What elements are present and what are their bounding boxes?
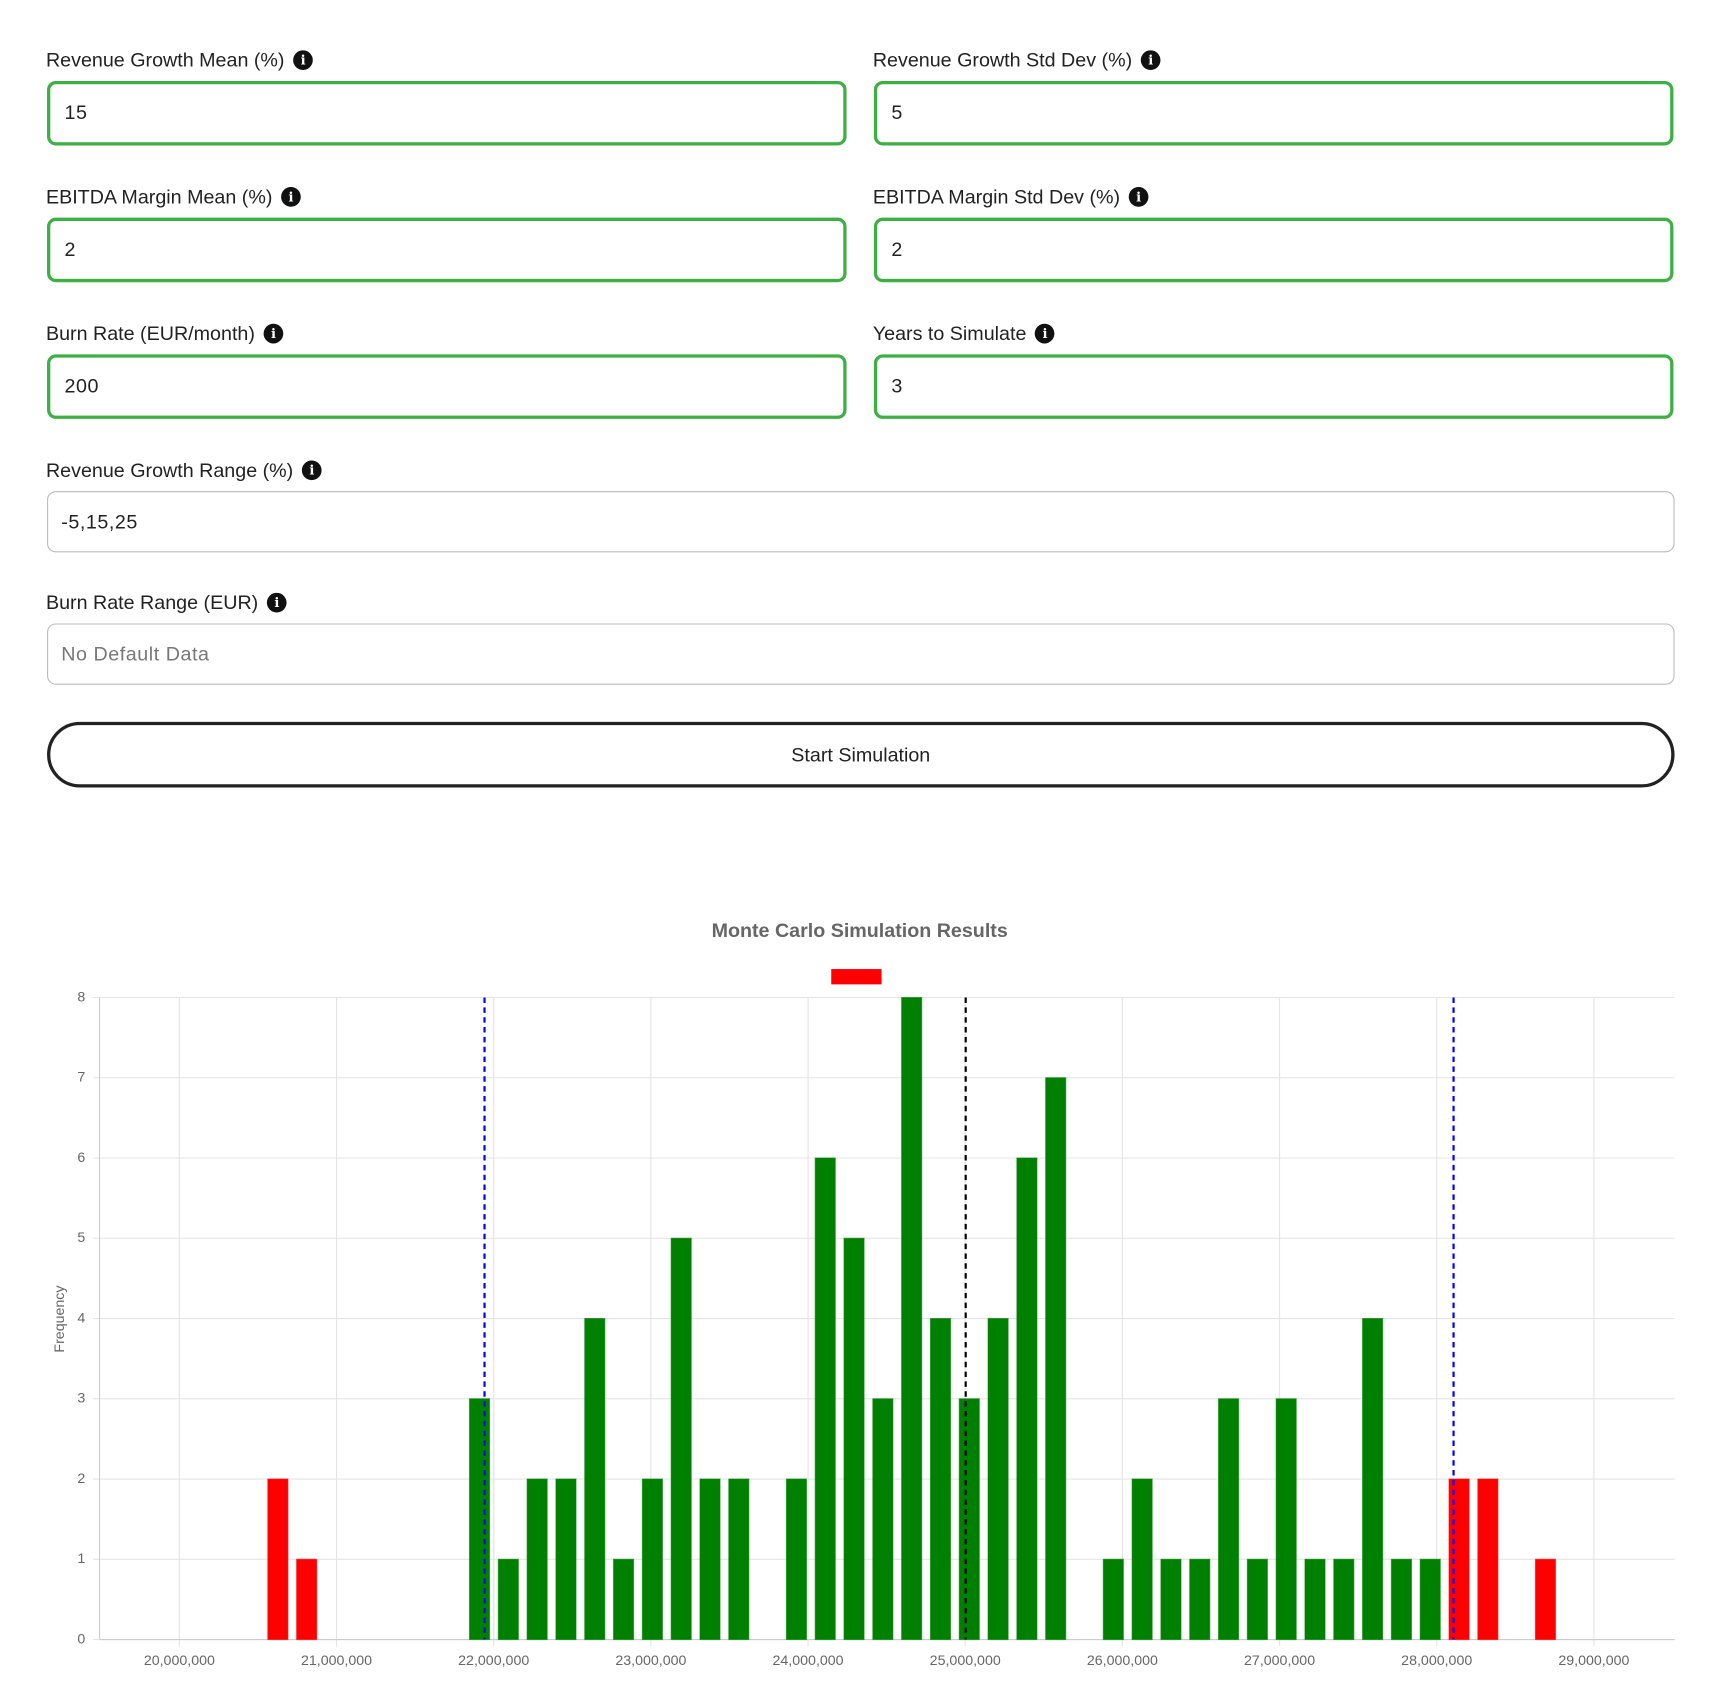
x-tick-label: 23,000,000 — [615, 1653, 686, 1669]
bar — [1419, 1558, 1441, 1641]
bar — [1217, 1398, 1240, 1641]
text-input[interactable]: 2 — [873, 217, 1674, 283]
text-input[interactable]: 5 — [873, 80, 1674, 146]
y-tick-label: 5 — [77, 1230, 85, 1246]
y-tick-label: 4 — [77, 1310, 85, 1326]
y-tick-label: 3 — [77, 1391, 85, 1407]
bar — [612, 1558, 635, 1641]
bar — [901, 996, 923, 1641]
input-value: -5,15,25 — [61, 510, 138, 533]
label-text: Revenue Growth Std Dev (%) — [872, 48, 1133, 71]
y-tick-label: 8 — [77, 989, 85, 1005]
info-icon[interactable]: i — [263, 323, 284, 344]
label-text: EBITDA Margin Std Dev (%) — [872, 185, 1121, 208]
info-icon[interactable]: i — [1128, 187, 1149, 207]
field-label: Revenue Growth Std Dev (%) i — [873, 47, 1161, 73]
bar — [670, 1237, 692, 1641]
label-text: Burn Rate (EUR/month) — [45, 322, 255, 344]
info-icon[interactable]: i — [281, 187, 301, 207]
x-tick-label: 27,000,000 — [1244, 1653, 1315, 1669]
y-tick-label: 6 — [77, 1150, 85, 1166]
bar — [1275, 1398, 1297, 1641]
label-text: Revenue Growth Range (%) — [45, 458, 294, 481]
field-label: Burn Rate Range (EUR) i — [46, 590, 287, 616]
legend-swatch[interactable] — [831, 969, 882, 985]
start-button[interactable]: Start Simulation — [47, 721, 1675, 788]
bar — [1304, 1558, 1326, 1641]
text-input[interactable]: -5,15,25 — [47, 491, 1675, 553]
y-tick-label: 0 — [77, 1631, 85, 1647]
y-axis-title: Frequency — [52, 1285, 68, 1353]
text-input[interactable]: 3 — [873, 354, 1674, 419]
bar — [497, 1558, 519, 1641]
bar — [1016, 1157, 1038, 1641]
bar — [785, 1478, 808, 1641]
field-label: Years to Simulate i — [873, 320, 1055, 346]
field-label: EBITDA Margin Std Dev (%) i — [873, 184, 1149, 210]
y-tick-label: 2 — [77, 1471, 85, 1487]
field-label: Revenue Growth Mean (%) i — [46, 47, 313, 73]
bar — [1131, 1478, 1153, 1641]
x-tick-label: 25,000,000 — [930, 1653, 1001, 1669]
bar — [584, 1317, 606, 1641]
bar — [1362, 1317, 1384, 1641]
x-tick-label: 26,000,000 — [1087, 1653, 1158, 1669]
label-text: Burn Rate Range (EUR) — [45, 591, 259, 614]
label-text: EBITDA Margin Mean (%) — [45, 185, 273, 208]
bar — [296, 1558, 318, 1641]
placeholder: No Default Data — [61, 642, 210, 665]
bar — [1333, 1558, 1355, 1641]
bar — [641, 1478, 663, 1641]
bar — [814, 1157, 836, 1641]
bar — [1534, 1558, 1557, 1641]
label-text: Years to Simulate — [872, 322, 1027, 344]
bar — [267, 1478, 289, 1641]
bar — [468, 1398, 491, 1641]
bar — [843, 1237, 865, 1641]
x-tick-label: 22,000,000 — [458, 1653, 529, 1669]
field-label: EBITDA Margin Mean (%) i — [46, 184, 301, 210]
bar — [1045, 1077, 1067, 1641]
x-tick-label: 28,000,000 — [1401, 1653, 1472, 1669]
text-input[interactable]: 200 — [47, 354, 847, 419]
info-icon[interactable]: i — [1035, 323, 1055, 344]
bar — [872, 1398, 894, 1641]
y-tick-label: 7 — [77, 1070, 85, 1086]
bar — [1160, 1558, 1182, 1641]
x-tick-label: 24,000,000 — [773, 1653, 844, 1669]
bar — [526, 1478, 548, 1641]
y-tick-label: 1 — [77, 1551, 85, 1567]
field-label: Revenue Growth Range (%) i — [46, 457, 322, 483]
field-label: Burn Rate (EUR/month) i — [45, 320, 284, 346]
info-icon[interactable]: i — [301, 460, 322, 481]
text-input[interactable]: 2 — [47, 217, 847, 283]
info-icon[interactable]: i — [1140, 50, 1161, 70]
bar — [699, 1478, 721, 1641]
bar — [1189, 1558, 1211, 1641]
bar — [958, 1398, 980, 1641]
text-input[interactable]: No Default Data — [47, 623, 1675, 685]
info-icon[interactable]: i — [266, 592, 287, 613]
info-icon[interactable]: i — [293, 50, 313, 70]
x-tick-label: 21,000,000 — [301, 1653, 372, 1669]
bar — [1448, 1478, 1470, 1641]
bar — [1477, 1478, 1499, 1641]
bar — [1390, 1558, 1413, 1641]
bar — [929, 1317, 952, 1641]
bar — [555, 1478, 577, 1641]
label-text: Revenue Growth Mean (%) — [45, 48, 285, 71]
text-input[interactable]: 15 — [47, 80, 847, 146]
x-tick-label: 20,000,000 — [144, 1653, 215, 1669]
chart-title: Monte Carlo Simulation Results — [712, 920, 1008, 942]
bar — [1246, 1558, 1268, 1641]
bar — [1102, 1558, 1124, 1641]
bar — [728, 1478, 750, 1641]
bar — [987, 1317, 1009, 1641]
x-tick-label: 29,000,000 — [1558, 1653, 1629, 1669]
